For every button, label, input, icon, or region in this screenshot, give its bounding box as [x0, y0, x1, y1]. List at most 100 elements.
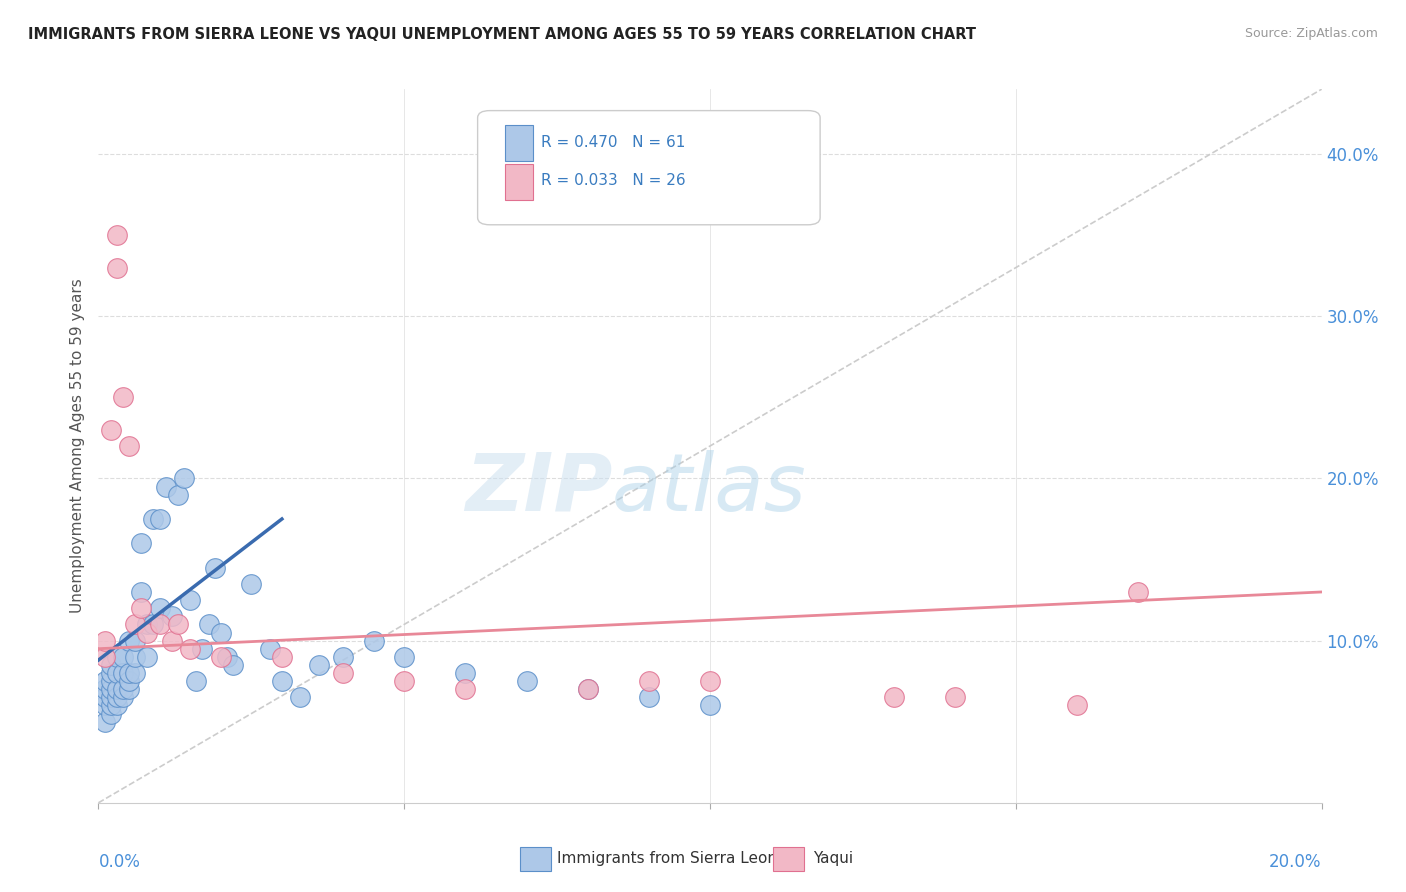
Point	[197, 617, 219, 632]
Text: Yaqui: Yaqui	[813, 852, 853, 866]
FancyBboxPatch shape	[478, 111, 820, 225]
Point	[111, 666, 134, 681]
Point	[179, 593, 201, 607]
Text: R = 0.033   N = 26: R = 0.033 N = 26	[541, 173, 686, 188]
Point	[118, 682, 141, 697]
Point	[124, 617, 146, 632]
Text: Source: ZipAtlas.com: Source: ZipAtlas.com	[1244, 27, 1378, 40]
Point	[142, 512, 165, 526]
Point	[167, 617, 190, 632]
Point	[142, 617, 165, 632]
Point	[100, 690, 122, 705]
Point	[576, 682, 599, 697]
Text: 20.0%: 20.0%	[1270, 853, 1322, 871]
Point	[136, 625, 159, 640]
Point	[454, 666, 477, 681]
Point	[160, 609, 183, 624]
Text: IMMIGRANTS FROM SIERRA LEONE VS YAQUI UNEMPLOYMENT AMONG AGES 55 TO 59 YEARS COR: IMMIGRANTS FROM SIERRA LEONE VS YAQUI UN…	[28, 27, 976, 42]
Point	[149, 601, 172, 615]
Point	[105, 260, 128, 275]
Point	[93, 698, 115, 713]
Point	[240, 577, 263, 591]
Point	[290, 690, 312, 705]
Point	[100, 674, 122, 689]
Point	[93, 682, 115, 697]
Point	[129, 536, 152, 550]
Point	[209, 625, 232, 640]
Point	[100, 706, 122, 721]
Point	[149, 512, 172, 526]
Point	[100, 657, 122, 672]
Point	[124, 666, 146, 681]
Point	[1066, 698, 1088, 713]
Point	[105, 698, 128, 713]
Point	[118, 439, 141, 453]
Point	[699, 698, 721, 713]
Point	[883, 690, 905, 705]
Text: Immigrants from Sierra Leone: Immigrants from Sierra Leone	[557, 852, 786, 866]
Point	[1128, 585, 1150, 599]
Point	[392, 649, 416, 664]
Point	[191, 641, 214, 656]
Point	[637, 674, 661, 689]
Point	[118, 674, 141, 689]
Point	[105, 228, 128, 243]
Point	[576, 682, 599, 697]
Point	[270, 649, 292, 664]
Point	[699, 674, 721, 689]
Point	[111, 682, 134, 697]
Point	[124, 649, 146, 664]
Point	[173, 471, 195, 485]
Point	[332, 666, 354, 681]
Point	[332, 649, 354, 664]
Point	[124, 633, 146, 648]
Text: ZIP: ZIP	[465, 450, 612, 528]
Point	[129, 601, 152, 615]
Point	[93, 690, 115, 705]
Point	[100, 698, 122, 713]
Point	[204, 560, 226, 574]
Point	[155, 479, 177, 493]
Text: 0.0%: 0.0%	[98, 853, 141, 871]
Point	[100, 423, 122, 437]
Point	[105, 690, 128, 705]
Point	[100, 682, 122, 697]
Point	[259, 641, 281, 656]
Point	[222, 657, 245, 672]
Point	[93, 633, 115, 648]
Point	[363, 633, 385, 648]
Point	[129, 585, 152, 599]
Point	[111, 649, 134, 664]
Point	[105, 649, 128, 664]
Point	[111, 390, 134, 404]
Point	[179, 641, 201, 656]
Point	[454, 682, 477, 697]
Point	[392, 674, 416, 689]
Point	[215, 649, 238, 664]
Point	[637, 690, 661, 705]
Point	[516, 674, 538, 689]
Point	[93, 674, 115, 689]
Point	[100, 666, 122, 681]
FancyBboxPatch shape	[505, 164, 533, 200]
Point	[105, 666, 128, 681]
Point	[93, 649, 115, 664]
Point	[149, 617, 172, 632]
FancyBboxPatch shape	[505, 125, 533, 161]
Point	[118, 666, 141, 681]
Point	[270, 674, 292, 689]
Point	[111, 690, 134, 705]
Point	[136, 649, 159, 664]
Point	[209, 649, 232, 664]
Text: atlas: atlas	[612, 450, 807, 528]
Point	[136, 617, 159, 632]
Point	[943, 690, 966, 705]
Text: R = 0.470   N = 61: R = 0.470 N = 61	[541, 135, 686, 150]
Y-axis label: Unemployment Among Ages 55 to 59 years: Unemployment Among Ages 55 to 59 years	[70, 278, 86, 614]
Point	[186, 674, 208, 689]
Point	[105, 682, 128, 697]
Point	[118, 633, 141, 648]
Point	[308, 657, 330, 672]
Point	[167, 488, 190, 502]
Point	[93, 714, 115, 729]
